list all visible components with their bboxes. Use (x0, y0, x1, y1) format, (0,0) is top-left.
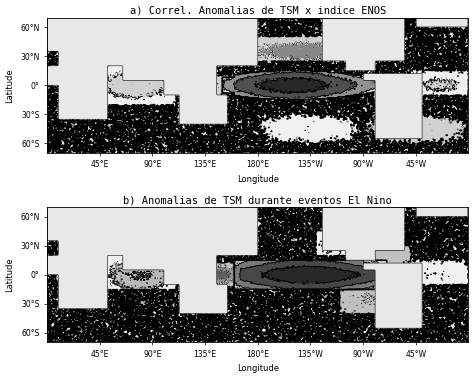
Text: 0.2: 0.2 (111, 70, 121, 80)
Text: 0.4: 0.4 (328, 70, 337, 75)
Text: 0.2: 0.2 (146, 91, 155, 98)
Text: -0.2: -0.2 (289, 57, 300, 64)
Title: a) Correl. Anomalias de TSM x indice ENOS: a) Correl. Anomalias de TSM x indice ENO… (130, 6, 386, 16)
Text: 1.5: 1.5 (301, 280, 310, 286)
Title: b) Anomalias de TSM durante eventos El Nino: b) Anomalias de TSM durante eventos El N… (123, 195, 392, 205)
Text: 0.2: 0.2 (295, 68, 304, 73)
Text: 0.3: 0.3 (139, 286, 148, 292)
Text: 0.5: 0.5 (331, 287, 340, 292)
X-axis label: Longitude: Longitude (237, 175, 279, 184)
Text: -0.3: -0.3 (216, 264, 228, 269)
Text: 1.0: 1.0 (306, 258, 314, 263)
X-axis label: Longitude: Longitude (237, 365, 279, 373)
Text: 0.8: 0.8 (260, 77, 270, 85)
Y-axis label: Latitude: Latitude (6, 68, 15, 103)
Text: 0.3: 0.3 (281, 257, 290, 263)
Text: 0.2: 0.2 (447, 81, 457, 88)
Y-axis label: Latitude: Latitude (6, 257, 15, 292)
Text: 0.3: 0.3 (112, 261, 118, 270)
Text: 0.6: 0.6 (292, 95, 302, 102)
